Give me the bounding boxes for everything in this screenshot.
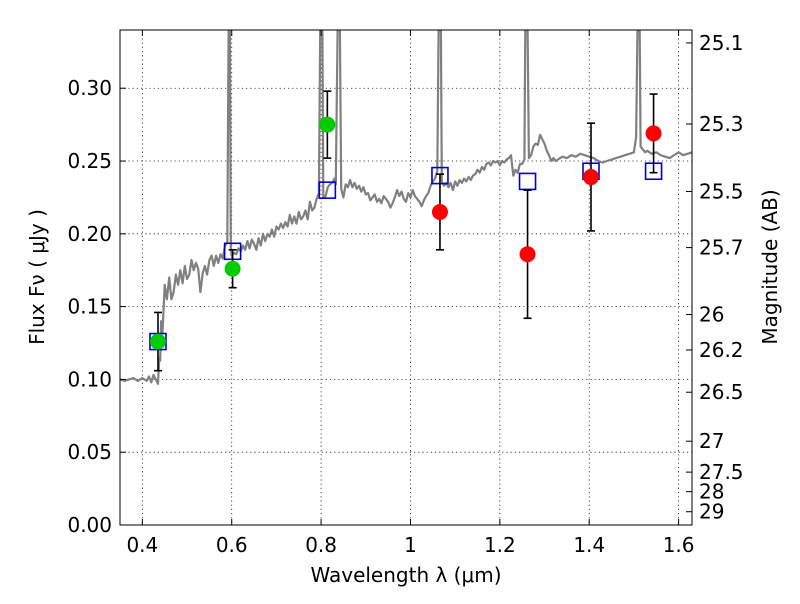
axis-ticks: 0.4 0.6 0.8 1 1.2 1.4 1.6 0.00 0.05 0.10 0.15 0.20 0…	[67, 30, 744, 557]
y2-tick-label: 27.5	[699, 460, 744, 484]
y2-tick-label: 28	[699, 480, 724, 504]
x-tick-label: 1.4	[573, 533, 605, 557]
observed-point	[519, 246, 536, 263]
y-tick-label: 0.05	[67, 440, 112, 464]
x-tick-label: 1.6	[663, 533, 695, 557]
observed-point	[583, 169, 600, 186]
y2-tick-label: 26.2	[699, 338, 744, 362]
grid	[120, 30, 692, 526]
x-tick-label: 0.8	[305, 533, 337, 557]
x-tick-label: 0.4	[126, 533, 158, 557]
x-tick-label: 1.2	[484, 533, 516, 557]
y2-tick-label: 25.5	[699, 179, 744, 203]
observed-point	[149, 333, 166, 350]
y2-tick-label: 29	[699, 500, 724, 524]
x-tick-label: 0.6	[216, 533, 248, 557]
observed-point	[431, 203, 448, 220]
y2-tick-label: 26	[699, 303, 724, 327]
plot-area	[120, 30, 692, 385]
y2-tick-label: 27	[699, 429, 724, 453]
y2-axis-label: Magnitude (AB)	[758, 189, 782, 344]
y-tick-label: 0.20	[67, 222, 112, 246]
y2-tick-label: 26.5	[699, 380, 744, 404]
y2-tick-label: 25.3	[699, 112, 744, 136]
y-axis-label: Flux Fν ( μJy )	[25, 209, 49, 345]
y-tick-label: 0.30	[67, 76, 112, 100]
x-tick-label: 1	[404, 533, 417, 557]
observed-point	[645, 125, 662, 142]
y2-tick-label: 25.7	[699, 236, 744, 260]
y-tick-label: 0.25	[67, 149, 112, 173]
model-photometry-point	[518, 172, 537, 191]
y2-tick-label: 25.1	[699, 31, 744, 55]
plot-frame	[119, 29, 693, 526]
spectrum-line	[120, 30, 692, 385]
observed-point	[319, 116, 336, 133]
y-tick-label: 0.15	[67, 295, 112, 319]
y-tick-label: 0.10	[67, 367, 112, 391]
y-tick-label: 0.00	[67, 513, 112, 537]
observed-point	[224, 260, 241, 277]
x-axis-label: Wavelength λ (μm)	[310, 563, 501, 587]
model-photometry-point	[318, 181, 337, 199]
